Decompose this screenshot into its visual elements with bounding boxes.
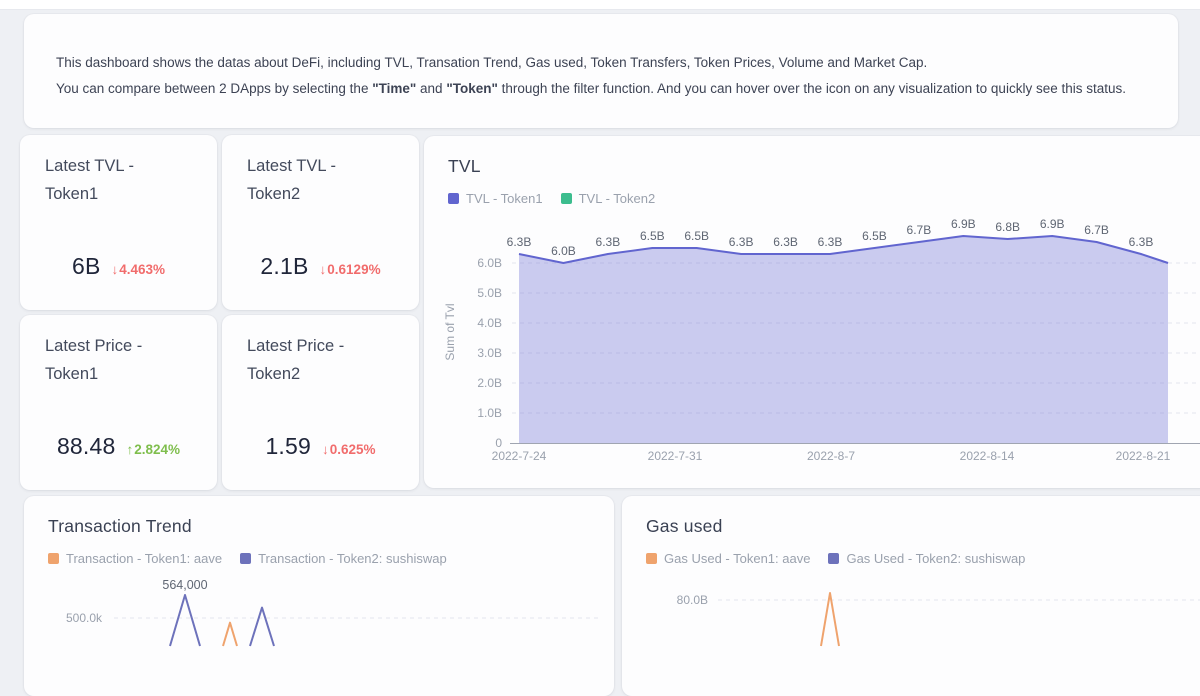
stat-title: Latest TVL - Token1	[45, 157, 134, 203]
transaction-trend-legend: Transaction - Token1: aave Transaction -…	[48, 551, 447, 566]
stat-value: 1.59	[265, 433, 312, 459]
svg-text:564,000: 564,000	[162, 578, 207, 592]
svg-text:6.5B: 6.5B	[862, 229, 887, 243]
gas-used-title: Gas used	[646, 516, 723, 536]
legend-swatch-icon	[448, 193, 459, 204]
gas-used-chart-card: 80.0B70.0B Gas used Gas Used - Token1: a…	[622, 496, 1200, 696]
token-keyword: "Token"	[446, 81, 498, 96]
svg-text:4.0B: 4.0B	[477, 316, 502, 330]
stat-value: 2.1B	[260, 253, 309, 279]
gas-used-legend: Gas Used - Token1: aave Gas Used - Token…	[646, 551, 1025, 566]
legend-item-transaction-token2-sushiswap[interactable]: Transaction - Token2: sushiswap	[240, 551, 447, 566]
svg-text:6.5B: 6.5B	[640, 229, 665, 243]
legend-swatch-icon	[646, 553, 657, 564]
stat-title: Latest Price - Token1	[45, 337, 143, 383]
time-keyword: "Time"	[372, 81, 417, 96]
stat-card-latest-tvl-token2: Latest TVL - Token2 2.1B ↓0.6129%	[222, 135, 419, 310]
svg-text:6.3B: 6.3B	[1129, 235, 1154, 249]
svg-text:Sum of Tvl: Sum of Tvl	[443, 303, 457, 360]
svg-text:2022-7-31: 2022-7-31	[648, 449, 703, 463]
transaction-trend-chart-card: 500.0k 564,000 Transaction Trend Transact…	[24, 496, 614, 696]
svg-text:6.9B: 6.9B	[1040, 217, 1065, 231]
down-arrow-icon: ↓	[111, 262, 119, 277]
svg-text:1.0B: 1.0B	[477, 406, 502, 420]
gas-used-line-chart[interactable]: 80.0B70.0B	[622, 496, 1200, 696]
svg-text:5.0B: 5.0B	[477, 286, 502, 300]
legend-item-gas-token2-sushiswap[interactable]: Gas Used - Token2: sushiswap	[828, 551, 1025, 566]
legend-swatch-icon	[560, 193, 572, 204]
legend-item-tvl-token2[interactable]: TVL - Token2	[560, 191, 655, 206]
svg-text:2022-7-24: 2022-7-24	[492, 449, 547, 463]
transaction-trend-title: Transaction Trend	[48, 516, 192, 536]
legend-item-gas-token1-aave[interactable]: Gas Used - Token1: aave	[646, 551, 810, 566]
svg-text:6.7B: 6.7B	[1084, 223, 1109, 237]
stat-change: ↑2.824%	[126, 442, 181, 457]
legend-item-tvl-token1[interactable]: TVL - Token1	[448, 191, 543, 206]
stat-change: ↓0.625%	[322, 442, 376, 457]
description-card: This dashboard shows the datas about DeF…	[24, 14, 1178, 128]
stat-change: ↓0.6129%	[319, 262, 381, 277]
stat-value: 88.48	[56, 433, 116, 459]
description-line2: You can compare between 2 DApps by selec…	[56, 81, 1126, 96]
svg-text:6.8B: 6.8B	[995, 220, 1020, 234]
down-arrow-icon: ↓	[322, 442, 329, 457]
down-arrow-icon: ↓	[319, 262, 327, 277]
svg-text:3.0B: 3.0B	[477, 346, 502, 360]
svg-text:6.3B: 6.3B	[729, 235, 754, 249]
svg-text:6.3B: 6.3B	[818, 235, 843, 249]
legend-swatch-icon	[828, 553, 840, 564]
stat-card-latest-tvl-token1: Latest TVL - Token1 6B ↓4.463%	[20, 135, 217, 310]
svg-text:6.3B: 6.3B	[773, 235, 798, 249]
stat-value: 6B	[71, 253, 101, 279]
legend-item-transaction-token1-aave[interactable]: Transaction - Token1: aave	[48, 551, 222, 566]
tvl-chart-title: TVL	[448, 156, 481, 176]
stat-card-latest-price-token1: Latest Price - Token1 88.48 ↑2.824%	[20, 315, 217, 490]
stat-title: Latest Price - Token2	[247, 337, 345, 383]
svg-text:6.3B: 6.3B	[507, 235, 532, 249]
svg-text:0: 0	[495, 436, 502, 450]
legend-swatch-icon	[240, 553, 252, 564]
svg-text:6.5B: 6.5B	[684, 229, 709, 243]
svg-text:80.0B: 80.0B	[677, 593, 708, 607]
stat-title: Latest TVL - Token2	[247, 157, 336, 203]
svg-text:2022-8-7: 2022-8-7	[807, 449, 855, 463]
svg-text:6.0B: 6.0B	[477, 256, 502, 270]
svg-text:6.9B: 6.9B	[951, 217, 976, 231]
up-arrow-icon: ↑	[126, 442, 134, 457]
legend-swatch-icon	[48, 553, 59, 564]
top-navbar-edge	[0, 0, 1200, 10]
stat-card-latest-price-token2: Latest Price - Token2 1.59 ↓0.625%	[222, 315, 419, 490]
tvl-legend: TVL - Token1 TVL - Token2	[448, 191, 655, 206]
svg-text:6.7B: 6.7B	[907, 223, 932, 237]
tvl-chart-card: Sum of Tvl 6.0B 5.0B 4.0B 3.0B 2.0B 1.0B 0 6.3B 6…	[424, 136, 1200, 488]
svg-text:6.0B: 6.0B	[551, 244, 576, 258]
svg-text:2.0B: 2.0B	[477, 376, 502, 390]
svg-text:500.0k: 500.0k	[66, 611, 103, 625]
svg-text:2022-8-14: 2022-8-14	[960, 449, 1015, 463]
tvl-area-chart[interactable]: Sum of Tvl 6.0B 5.0B 4.0B 3.0B 2.0B 1.0B 0 6.3B 6…	[424, 136, 1200, 488]
svg-text:6.3B: 6.3B	[596, 235, 621, 249]
description-line1: This dashboard shows the datas about DeF…	[56, 55, 928, 70]
stat-change: ↓4.463%	[111, 262, 166, 277]
svg-text:2022-8-21: 2022-8-21	[1116, 449, 1171, 463]
